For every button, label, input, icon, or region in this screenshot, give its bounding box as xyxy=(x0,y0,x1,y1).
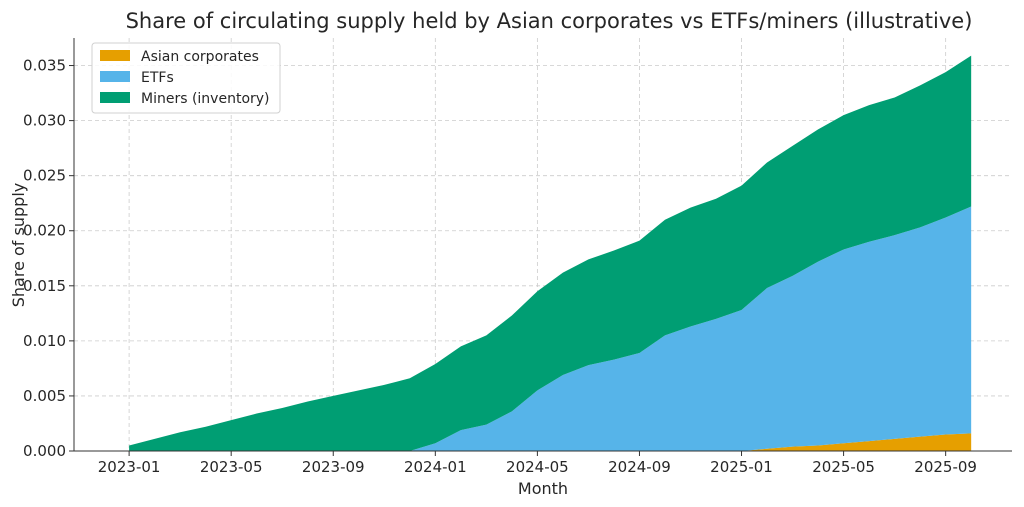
x-tick-label: 2025-01 xyxy=(710,458,773,476)
area-miners-inventory xyxy=(129,55,972,451)
x-tick-label: 2025-05 xyxy=(812,458,875,476)
x-tick-label: 2024-09 xyxy=(608,458,671,476)
area-etfs xyxy=(129,206,972,451)
x-tick-label: 2023-05 xyxy=(200,458,263,476)
y-tick-label: 0.000 xyxy=(23,442,66,460)
x-tick-label: 2023-09 xyxy=(302,458,365,476)
legend-swatch xyxy=(100,71,130,82)
legend-box xyxy=(91,42,281,114)
y-tick-label: 0.010 xyxy=(23,332,66,350)
x-tick-label: 2025-09 xyxy=(914,458,977,476)
y-tick-label: 0.030 xyxy=(23,112,66,130)
area-asian-corporates xyxy=(129,433,972,451)
legend: Asian corporates ETFs Miners (inventory) xyxy=(91,42,281,114)
legend-label: Asian corporates xyxy=(141,49,259,65)
y-tick-label: 0.025 xyxy=(23,167,66,185)
legend-label: ETFs xyxy=(141,70,174,86)
y-tick-label: 0.020 xyxy=(23,222,66,240)
x-tick-label: 2023-01 xyxy=(98,458,161,476)
y-tick-label: 0.015 xyxy=(23,277,66,295)
legend-swatch xyxy=(100,92,130,103)
x-tick-label: 2024-05 xyxy=(506,458,569,476)
y-tick-label: 0.035 xyxy=(23,57,66,75)
chart-title: Share of circulating supply held by Asia… xyxy=(126,9,973,33)
y-tick-label: 0.005 xyxy=(23,387,66,405)
x-axis-label: Month xyxy=(518,479,568,498)
x-tick-label: 2024-01 xyxy=(404,458,467,476)
legend-swatch xyxy=(100,50,130,61)
y-axis-label: Share of supply xyxy=(9,183,28,307)
legend-label: Miners (inventory) xyxy=(141,91,270,107)
